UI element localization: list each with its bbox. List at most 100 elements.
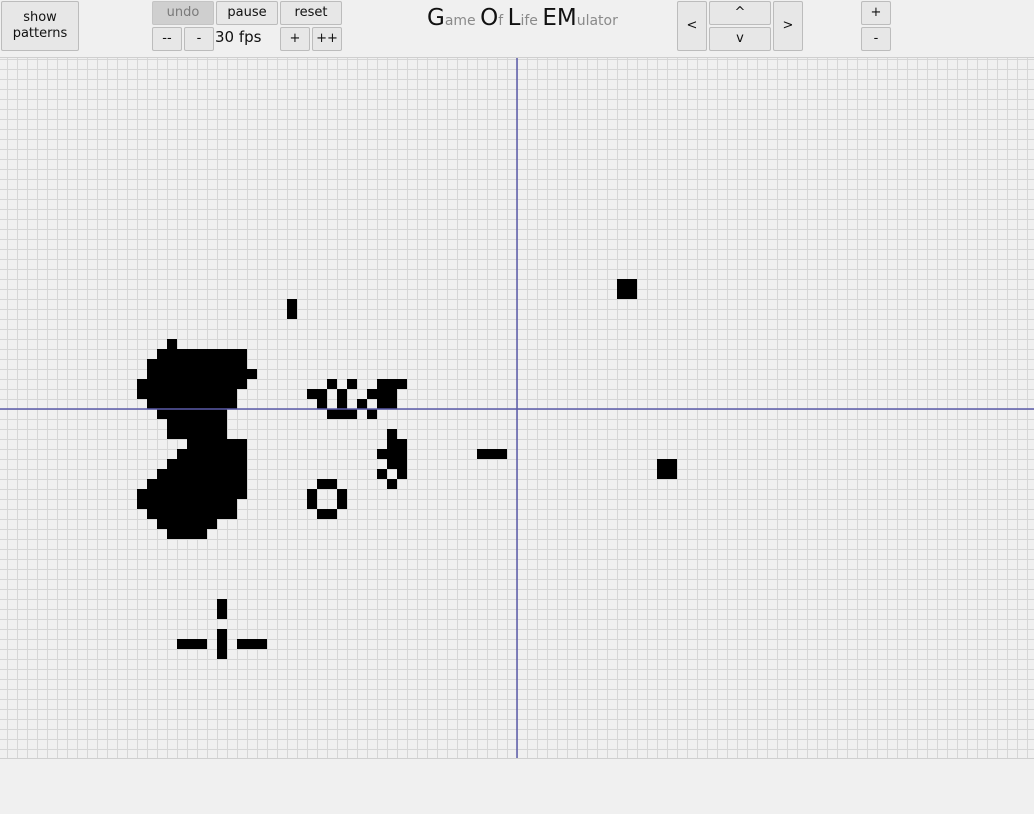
live-cell xyxy=(217,349,227,359)
title-part: ife xyxy=(520,13,543,29)
live-cell xyxy=(227,489,237,499)
live-cell xyxy=(137,489,147,499)
live-cell xyxy=(217,409,227,419)
live-cell xyxy=(187,469,197,479)
live-cell xyxy=(197,639,207,649)
pan-down-button[interactable]: v xyxy=(709,27,771,51)
live-cell xyxy=(177,359,187,369)
live-cell xyxy=(227,449,237,459)
live-cell xyxy=(197,509,207,519)
undo-button[interactable]: undo xyxy=(152,1,214,25)
live-cell xyxy=(367,389,377,399)
live-cell xyxy=(627,289,637,299)
live-cell xyxy=(237,359,247,369)
live-cell xyxy=(247,639,257,649)
live-cell xyxy=(167,399,177,409)
game-board[interactable] xyxy=(0,57,1034,759)
live-cell xyxy=(167,389,177,399)
live-cell xyxy=(617,289,627,299)
live-cell xyxy=(387,399,397,409)
zoom-out-button[interactable]: - xyxy=(861,27,891,51)
live-cell xyxy=(377,469,387,479)
live-cell xyxy=(327,509,337,519)
live-cell xyxy=(477,449,487,459)
live-cell xyxy=(187,499,197,509)
live-cell xyxy=(157,519,167,529)
live-cell xyxy=(227,379,237,389)
live-cell xyxy=(237,369,247,379)
slower-speed-button[interactable]: - xyxy=(184,27,214,51)
live-cell xyxy=(187,529,197,539)
pan-right-button[interactable]: > xyxy=(773,1,803,51)
live-cell xyxy=(227,389,237,399)
live-cell xyxy=(207,389,217,399)
reset-button[interactable]: reset xyxy=(280,1,342,25)
live-cell xyxy=(397,469,407,479)
live-cell xyxy=(237,639,247,649)
live-cell xyxy=(187,519,197,529)
live-cell xyxy=(207,449,217,459)
live-cell xyxy=(357,399,367,409)
live-cell xyxy=(187,479,197,489)
live-cell xyxy=(237,449,247,459)
live-cell xyxy=(197,349,207,359)
live-cell xyxy=(217,399,227,409)
live-cell xyxy=(187,439,197,449)
title-part: L xyxy=(507,5,521,31)
live-cell xyxy=(197,479,207,489)
live-cell xyxy=(197,519,207,529)
title-part: f xyxy=(498,13,508,29)
live-cell xyxy=(187,389,197,399)
live-cell xyxy=(227,459,237,469)
live-cell xyxy=(307,489,317,499)
live-cell xyxy=(167,429,177,439)
live-cell xyxy=(667,469,677,479)
zoom-in-button[interactable]: + xyxy=(861,1,891,25)
live-cell xyxy=(227,439,237,449)
live-cell xyxy=(187,379,197,389)
live-cell xyxy=(497,449,507,459)
live-cell xyxy=(317,479,327,489)
live-cell xyxy=(177,469,187,479)
live-cell xyxy=(217,479,227,489)
pause-button[interactable]: pause xyxy=(216,1,278,25)
live-cell xyxy=(257,639,267,649)
pan-left-button[interactable]: < xyxy=(677,1,707,51)
live-cell xyxy=(657,459,667,469)
live-cell xyxy=(207,509,217,519)
faster-speed-button[interactable]: + xyxy=(280,27,310,51)
slowest-speed-button[interactable]: -- xyxy=(152,27,182,51)
live-cell xyxy=(197,399,207,409)
live-cell xyxy=(157,489,167,499)
fastest-speed-button[interactable]: ++ xyxy=(312,27,342,51)
pan-up-button[interactable]: ^ xyxy=(709,1,771,25)
live-cell xyxy=(187,639,197,649)
live-cell xyxy=(207,489,217,499)
live-cell xyxy=(227,399,237,409)
live-cell xyxy=(147,389,157,399)
live-cell xyxy=(167,409,177,419)
live-cell xyxy=(157,399,167,409)
live-cell xyxy=(217,599,227,609)
live-cell xyxy=(347,379,357,389)
live-cell xyxy=(217,499,227,509)
live-cell xyxy=(237,489,247,499)
live-cell xyxy=(237,439,247,449)
title-part: O xyxy=(480,5,499,31)
live-cell xyxy=(197,409,207,419)
live-cell xyxy=(207,479,217,489)
live-cell xyxy=(187,349,197,359)
live-cell xyxy=(217,419,227,429)
live-cell xyxy=(387,389,397,399)
live-cell xyxy=(337,409,347,419)
live-cell xyxy=(217,489,227,499)
live-cell xyxy=(287,299,297,309)
live-cell xyxy=(167,349,177,359)
show-patterns-button[interactable]: show patterns xyxy=(1,1,79,51)
live-cell xyxy=(207,519,217,529)
live-cell xyxy=(177,529,187,539)
live-cell xyxy=(167,479,177,489)
live-cell xyxy=(617,279,627,289)
live-cell xyxy=(397,439,407,449)
live-cell xyxy=(337,389,347,399)
